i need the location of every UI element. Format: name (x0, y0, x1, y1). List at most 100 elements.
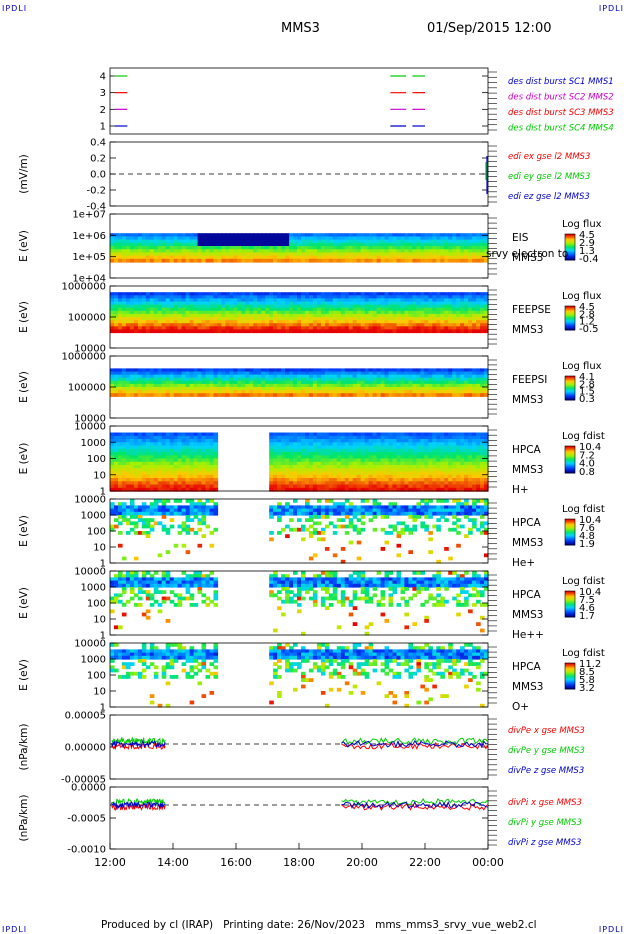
heatmap-cell (384, 442, 390, 447)
heatmap-cell (372, 310, 378, 315)
heatmap-cell (396, 239, 402, 244)
heatmap-cell (452, 320, 457, 324)
heatmap-cell (332, 320, 338, 324)
heatmap-cell (157, 393, 163, 397)
heatmap-cell (133, 448, 139, 453)
heatmap-cell (189, 455, 195, 460)
heatmap-cell (177, 298, 183, 303)
heatmap-cell (293, 301, 298, 306)
heatmap-cell (480, 326, 485, 330)
heatmap-cell (460, 377, 465, 382)
heatmap-cell (189, 527, 195, 532)
heatmap-cell (372, 374, 378, 379)
heatmap-cell (141, 448, 147, 453)
heatmap-cell (376, 487, 382, 492)
heatmap-cell (312, 292, 318, 296)
heatmap-cell (297, 439, 302, 443)
heatmap-cell (468, 455, 473, 460)
heatmap-cell (181, 481, 187, 486)
heatmap-cell (380, 307, 386, 312)
heatmap-cell (332, 323, 338, 327)
heatmap-cell (265, 249, 270, 253)
heatmap-cell (476, 295, 481, 299)
heatmap-cell (213, 445, 219, 450)
heatmap-cell (201, 461, 207, 466)
heatmap-cell (308, 471, 314, 476)
colorbar-tick-label: 1.3 (579, 246, 595, 257)
heatmap-cell (416, 377, 421, 382)
heatmap-cell (432, 329, 437, 334)
heatmap-cell (332, 387, 338, 391)
heatmap-cell (412, 242, 417, 247)
heatmap-cell (388, 313, 394, 318)
heatmap-cell (281, 301, 286, 306)
heatmap-cell (456, 468, 461, 473)
heatmap-cell (324, 439, 330, 443)
heatmap-cell (118, 439, 123, 443)
heatmap-cell (185, 531, 191, 535)
heatmap-cell (213, 377, 219, 382)
heatmap-cell (468, 387, 473, 391)
heatmap-cell (324, 390, 330, 394)
heatmap-cell (348, 374, 354, 379)
heatmap-cell (189, 465, 195, 469)
heatmap-cell (293, 292, 298, 296)
heatmap-cell (444, 371, 449, 376)
heatmap-cell (305, 442, 310, 447)
heatmap-cell (201, 515, 207, 519)
heatmap-cell (484, 439, 489, 443)
heatmap-cell (149, 252, 155, 257)
heatmap-cell (265, 295, 270, 299)
heatmap-cell (332, 442, 338, 447)
heatmap-cell (476, 258, 481, 263)
heatmap-cell (133, 556, 139, 561)
y-tick-label: 100000 (68, 313, 106, 324)
heatmap-cell (344, 368, 350, 373)
heatmap-cell (352, 445, 358, 450)
heatmap-cell (328, 445, 334, 450)
heatmap-cell (440, 432, 445, 437)
heatmap-cell (324, 242, 330, 247)
heatmap-cell (336, 442, 342, 447)
heatmap-cell (368, 329, 374, 334)
heatmap-cell (316, 298, 322, 303)
heatmap-cell (241, 329, 246, 334)
heatmap-cell (428, 255, 433, 260)
heatmap-cell (392, 295, 398, 299)
heatmap-cell (324, 481, 330, 486)
heatmap-cell (324, 487, 330, 492)
heatmap-cell (165, 527, 171, 532)
heatmap-cell (464, 471, 469, 476)
heatmap-cell (213, 387, 219, 391)
heatmap-cell (197, 236, 203, 241)
heatmap-cell (157, 435, 163, 440)
heatmap-cell (161, 505, 167, 510)
heatmap-cell (340, 448, 346, 453)
heatmap-cell (324, 432, 330, 437)
heatmap-cell (229, 258, 234, 263)
heatmap-cell (177, 236, 183, 241)
heatmap-cell (118, 471, 123, 476)
heatmap-cell (312, 439, 318, 443)
heatmap-cell (289, 442, 294, 447)
heatmap-cell (185, 445, 191, 450)
heatmap-cell (285, 484, 290, 489)
heatmap-cell (464, 307, 469, 312)
heatmap-cell (392, 474, 398, 479)
heatmap-cell (336, 432, 342, 437)
heatmap-cell (189, 508, 195, 513)
heatmap-cell (133, 511, 139, 516)
heatmap-cell (416, 246, 421, 250)
heatmap-cell (201, 239, 207, 244)
heatmap-cell (273, 246, 278, 250)
heatmap-cell (125, 474, 131, 479)
heatmap-cell (301, 448, 306, 453)
heatmap-cell (169, 310, 175, 315)
heatmap-cell (293, 439, 298, 443)
heatmap-cell (444, 448, 449, 453)
heatmap-cell (416, 255, 421, 260)
colorbar-swatch (565, 384, 575, 387)
heatmap-cell (476, 481, 481, 486)
heatmap-cell (364, 484, 370, 489)
heatmap-cell (261, 242, 266, 247)
